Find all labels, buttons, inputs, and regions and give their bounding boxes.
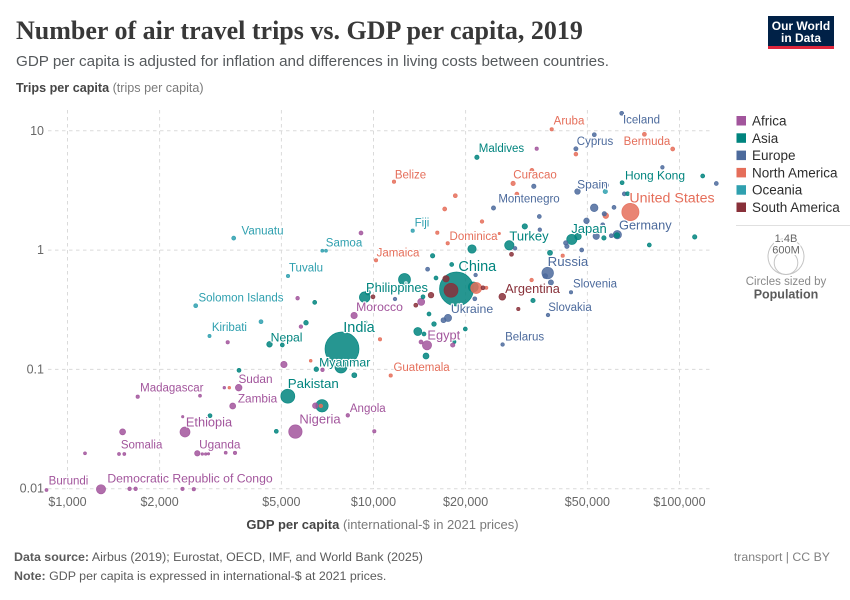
svg-text:1: 1 (37, 243, 44, 257)
svg-text:Guatemala: Guatemala (393, 362, 450, 374)
svg-text:Iceland: Iceland (623, 115, 660, 127)
svg-text:Dominica: Dominica (450, 231, 499, 243)
svg-text:Egypt: Egypt (427, 327, 460, 342)
svg-text:Africa: Africa (752, 114, 787, 129)
svg-text:600M: 600M (772, 245, 800, 257)
svg-text:0.1: 0.1 (27, 362, 44, 376)
svg-text:Aruba: Aruba (554, 116, 585, 128)
svg-text:Spain: Spain (577, 178, 608, 192)
svg-text:Bermuda: Bermuda (624, 136, 671, 148)
svg-text:Belize: Belize (395, 170, 426, 182)
svg-text:Oceania: Oceania (752, 183, 803, 198)
svg-text:$1,000: $1,000 (48, 495, 86, 509)
svg-text:Hong Kong: Hong Kong (625, 169, 685, 183)
svg-text:Kiribati: Kiribati (212, 322, 247, 334)
svg-text:$10,000: $10,000 (351, 495, 396, 509)
svg-text:Uganda: Uganda (199, 438, 241, 452)
svg-text:Nigeria: Nigeria (299, 412, 341, 427)
svg-text:Zambia: Zambia (238, 391, 278, 405)
svg-text:Slovenia: Slovenia (573, 279, 618, 291)
svg-text:0.01: 0.01 (20, 482, 44, 496)
svg-text:Morocco: Morocco (356, 300, 403, 314)
svg-text:Vanuatu: Vanuatu (242, 226, 284, 238)
svg-text:Asia: Asia (752, 131, 779, 146)
svg-text:Samoa: Samoa (326, 238, 363, 250)
svg-text:Ukraine: Ukraine (451, 302, 494, 316)
svg-text:Myanmar: Myanmar (319, 355, 370, 369)
svg-text:Argentina: Argentina (505, 281, 561, 296)
svg-text:Sudan: Sudan (238, 372, 272, 386)
svg-text:Belarus: Belarus (505, 332, 544, 344)
svg-text:Tuvalu: Tuvalu (289, 263, 323, 275)
svg-text:India: India (343, 320, 375, 336)
svg-text:$100,000: $100,000 (653, 495, 705, 509)
svg-text:$50,000: $50,000 (565, 495, 610, 509)
svg-text:10: 10 (30, 124, 44, 138)
svg-text:Solomon Islands: Solomon Islands (198, 292, 283, 304)
svg-text:Angola: Angola (350, 403, 386, 415)
svg-text:North America: North America (752, 165, 838, 180)
svg-text:$5,000: $5,000 (262, 495, 300, 509)
svg-text:United States: United States (629, 191, 714, 207)
svg-text:Curacao: Curacao (513, 170, 556, 182)
svg-text:Madagascar: Madagascar (140, 382, 203, 394)
svg-text:Nepal: Nepal (271, 331, 303, 345)
svg-text:Jamaica: Jamaica (377, 247, 420, 259)
svg-text:Democratic Republic of Congo: Democratic Republic of Congo (107, 472, 273, 486)
svg-text:$2,000: $2,000 (140, 495, 178, 509)
svg-text:Ethiopia: Ethiopia (186, 415, 233, 430)
svg-text:China: China (458, 259, 497, 275)
svg-text:Cyprus: Cyprus (577, 136, 614, 148)
svg-text:Japan: Japan (571, 221, 606, 236)
svg-text:Europe: Europe (752, 148, 796, 163)
svg-text:Montenegro: Montenegro (498, 194, 559, 206)
svg-text:Germany: Germany (619, 218, 672, 233)
svg-text:Burundi: Burundi (49, 476, 89, 488)
svg-text:Population: Population (754, 288, 819, 302)
svg-text:Russia: Russia (548, 254, 589, 269)
svg-text:Somalia: Somalia (121, 440, 163, 452)
svg-text:Philippines: Philippines (366, 280, 428, 295)
svg-text:$20,000: $20,000 (443, 495, 488, 509)
svg-text:South America: South America (752, 200, 840, 215)
svg-text:Maldives: Maldives (479, 143, 525, 155)
svg-text:Pakistan: Pakistan (288, 376, 339, 391)
svg-text:1.4B: 1.4B (775, 233, 798, 245)
svg-text:Circles sized by: Circles sized by (746, 276, 827, 288)
svg-text:Fiji: Fiji (415, 217, 430, 229)
svg-text:Turkey: Turkey (509, 229, 549, 244)
svg-text:Slovakia: Slovakia (548, 302, 592, 314)
